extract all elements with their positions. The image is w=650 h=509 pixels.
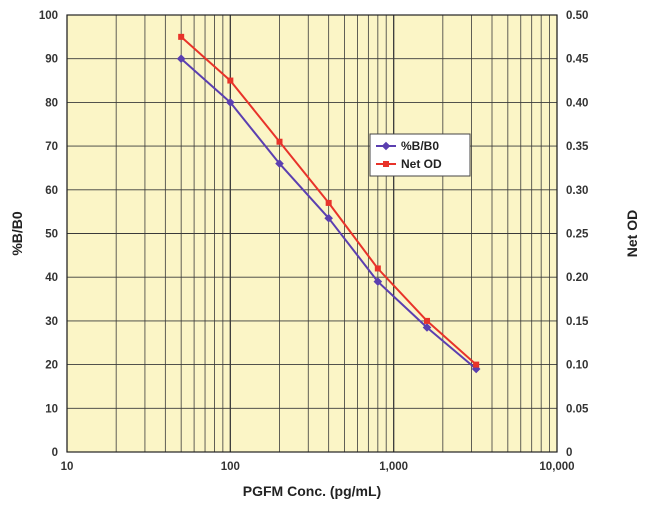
legend-marker-series-0 [381,141,391,151]
left-tick-label: 50 [45,229,58,241]
right-tick-label: 0.30 [566,185,588,197]
left-axis-title: %B/B0 [9,211,25,256]
data-point-series-1 [424,317,431,324]
left-tick-label: 60 [45,185,58,197]
data-point-series-1 [473,361,480,368]
right-tick-label: 0.05 [566,403,589,415]
x-tick-label: 10,000 [539,461,574,473]
x-tick-label: 10 [61,461,74,473]
right-tick-label: 0.10 [566,360,588,372]
legend: %B/B0 Net OD [369,133,471,177]
x-tick-label: 100 [221,461,240,473]
legend-label-series-0: %B/B0 [401,139,439,153]
x-tick-label: 1,000 [379,461,408,473]
right-tick-label: 0.40 [566,97,588,109]
right-tick-label: 0.35 [566,141,589,153]
left-tick-label: 40 [45,272,58,284]
left-tick-label: 100 [39,10,58,22]
left-tick-label: 10 [45,403,58,415]
series-layer [176,33,481,374]
data-point-series-1 [325,199,332,206]
legend-label-series-1: Net OD [401,157,442,171]
data-point-series-1 [178,33,185,40]
right-tick-label: 0.20 [566,272,588,284]
right-tick-label: 0 [566,447,572,459]
data-point-series-1 [276,138,283,145]
data-point-series-0 [422,323,432,332]
legend-box [369,133,471,177]
left-tick-label: 90 [45,54,58,66]
plot-frame [66,14,558,453]
left-tick-label: 0 [52,447,58,459]
data-point-series-1 [374,265,381,272]
right-axis-title: Net OD [624,210,640,257]
right-tick-label: 0.50 [566,10,588,22]
right-tick-label: 0.15 [566,316,589,328]
data-point-series-0 [373,277,383,286]
data-point-series-1 [227,77,234,84]
data-point-series-0 [176,54,186,63]
right-tick-label: 0.45 [566,54,589,66]
x-axis-title: PGFM Conc. (pg/mL) [243,483,381,499]
data-point-series-0 [275,159,284,168]
right-axis-ticks: 0 0.05 0.10 0.15 0.20 0.25 0.30 0.35 0.40 0.45 0.5… [566,10,589,459]
x-axis-ticks: 10 100 1,000 10,000 [61,461,575,473]
legend-marker-series-1 [383,161,389,167]
data-point-series-0 [324,213,333,223]
left-tick-label: 20 [45,360,58,372]
left-axis-ticks: 0 10 20 30 40 50 60 70 80 90 100 [39,10,58,459]
right-tick-label: 0.25 [566,229,589,241]
left-tick-label: 70 [45,141,58,153]
data-point-series-0 [226,98,235,107]
left-tick-label: 80 [45,97,58,109]
left-tick-label: 30 [45,316,58,328]
